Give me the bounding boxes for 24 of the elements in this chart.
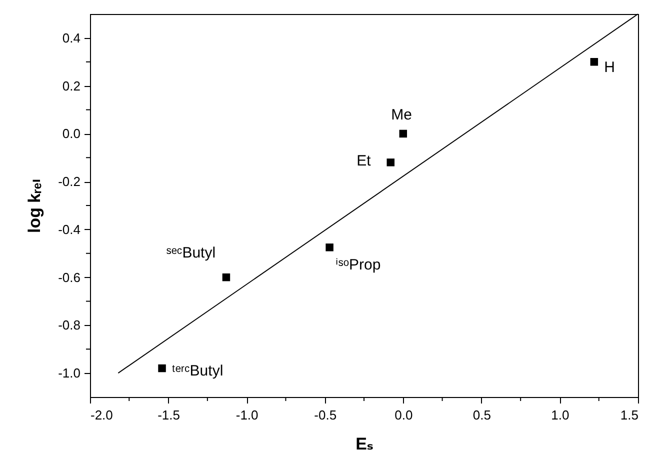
- y-axis-title: log kᵣₑₗ: [25, 178, 44, 234]
- x-tick-label: -1.0: [236, 408, 258, 422]
- y-tick-label: -0.4: [58, 222, 80, 237]
- x-tick-label: 0.5: [472, 408, 491, 422]
- annotation: ⁱˢᵒProp: [336, 256, 381, 274]
- x-axis-title: Eₛ: [356, 434, 374, 454]
- x-tick-label: -2.0: [90, 408, 113, 422]
- y-tick-label: -0.6: [58, 270, 80, 285]
- annotation: ˢᵉᶜButyl: [166, 244, 216, 262]
- x-tick-label: 0.0: [394, 408, 413, 422]
- x-tick-label: -0.5: [314, 408, 337, 422]
- x-tick-label: -1.5: [158, 408, 180, 422]
- annotation: H: [604, 58, 616, 76]
- y-tick-label: -0.2: [58, 174, 80, 190]
- y-tick-label: -1.0: [58, 366, 80, 381]
- y-tick-label: -0.8: [58, 318, 80, 333]
- annotation: Me: [391, 106, 412, 124]
- annotation: ᵗᵉʳᶜButyl: [172, 362, 224, 380]
- y-tick-label: 0.2: [62, 78, 80, 94]
- x-tick-label: 1.0: [551, 408, 570, 422]
- y-tick-label: 0.0: [62, 126, 80, 142]
- y-tick-label: 0.4: [62, 30, 80, 46]
- x-tick-label: 1.5: [620, 408, 638, 422]
- annotation: Et: [356, 152, 372, 170]
